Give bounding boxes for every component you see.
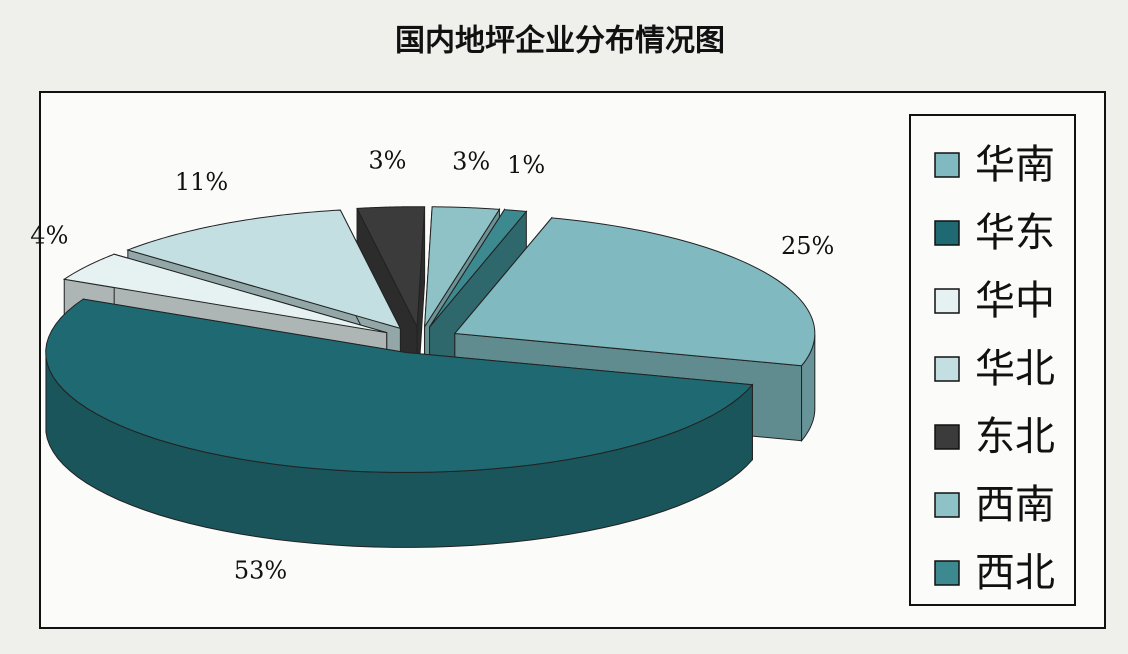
- data-label: 25%: [781, 232, 834, 260]
- legend-swatch: [934, 220, 960, 246]
- legend-label: 华北: [975, 346, 1055, 392]
- slice-top: [356, 206, 426, 329]
- legend-swatch: [934, 560, 960, 586]
- slice-top: [45, 298, 754, 473]
- legend-label: 东北: [975, 414, 1055, 460]
- chart-title: 国内地坪企业分布情况图: [395, 24, 725, 59]
- legend-swatch: [934, 152, 960, 178]
- data-label: 3%: [368, 147, 406, 175]
- legend-swatch: [934, 424, 960, 450]
- legend-swatch: [934, 356, 960, 382]
- data-label: 4%: [30, 221, 68, 249]
- legend-swatch: [934, 288, 960, 314]
- pie-slice: [45, 298, 754, 548]
- legend-label: 华南: [975, 142, 1055, 188]
- slice-top: [126, 209, 402, 330]
- legend-label: 西北: [975, 550, 1055, 596]
- legend-label: 西南: [975, 482, 1055, 528]
- slice-top: [62, 253, 387, 334]
- data-label: 53%: [234, 557, 287, 585]
- data-label: 1%: [507, 151, 545, 179]
- slice-top: [424, 206, 501, 328]
- data-label: 3%: [452, 147, 490, 175]
- legend-label: 华中: [975, 278, 1055, 324]
- data-label: 11%: [175, 168, 228, 196]
- legend-swatch: [934, 492, 960, 518]
- slice-top: [453, 217, 816, 367]
- legend-label: 华东: [975, 210, 1055, 256]
- slice-top: [429, 209, 528, 328]
